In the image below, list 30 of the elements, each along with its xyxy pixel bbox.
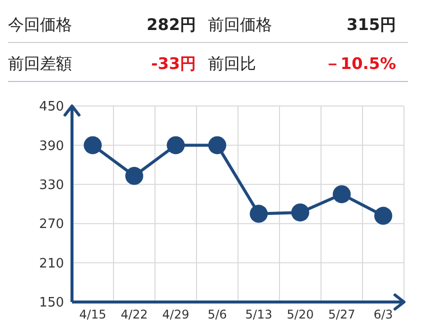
- point: [374, 206, 392, 225]
- x-tick-label: 5/13: [245, 308, 272, 322]
- y-tick-label: 450: [39, 100, 64, 115]
- point: [291, 203, 310, 222]
- x-tick-label: 4/22: [120, 308, 148, 322]
- x-tick-label: 4/15: [79, 308, 106, 322]
- point: [250, 204, 268, 223]
- point: [166, 136, 185, 154]
- text: 282円: [146, 14, 197, 36]
- x-tick-label: 5/20: [286, 308, 314, 322]
- y-tick-label: 330: [39, 178, 64, 194]
- text: -33円: [150, 54, 197, 74]
- point: [208, 136, 226, 154]
- y-tick-label: 150: [39, 296, 64, 311]
- text: 今回価格: [8, 14, 73, 36]
- x-tick-label: 5/6: [208, 308, 227, 322]
- y-tick-label: 210: [39, 256, 64, 272]
- text: 前回価格: [208, 14, 273, 36]
- y-tick-label: 390: [39, 138, 64, 154]
- y-tick-label: 270: [39, 217, 64, 232]
- point: [332, 185, 351, 204]
- text: 前回差額: [8, 54, 73, 74]
- point: [125, 166, 144, 185]
- text: 前回比: [208, 54, 257, 74]
- point: [84, 136, 102, 154]
- text: 315円: [346, 14, 397, 36]
- x-tick-label: 6/3: [374, 308, 393, 322]
- x-tick-label: 4/29: [162, 308, 190, 322]
- x-tick-label: 5/27: [328, 308, 356, 322]
- text: －10.5%: [323, 54, 397, 74]
